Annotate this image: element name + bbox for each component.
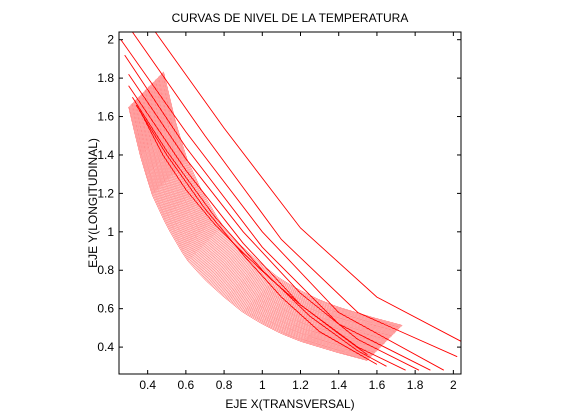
dense-contour-line xyxy=(141,93,381,348)
y-tick-label: 0.6 xyxy=(97,302,114,316)
axes-box xyxy=(118,31,462,375)
dense-contour-line xyxy=(148,86,388,341)
x-tick-label: 1.8 xyxy=(407,378,424,392)
dense-contour-line xyxy=(128,106,368,361)
dense-contour-line xyxy=(140,94,380,349)
dense-contour-line xyxy=(132,102,373,357)
y-tick-label: 0.4 xyxy=(97,340,114,354)
contour-line xyxy=(128,85,406,371)
dense-contour-line xyxy=(139,95,379,350)
dense-contour-line xyxy=(137,97,377,352)
dense-contour-line xyxy=(149,85,389,340)
dense-contour-line xyxy=(150,84,390,339)
dense-contour-line xyxy=(162,72,402,327)
x-axis-ticks: 0.4 0.6 0.8 1 1.2 1.4 1.6 1.8 2 xyxy=(139,32,457,392)
dense-contour-line xyxy=(160,74,401,328)
dense-contour-line xyxy=(152,82,392,337)
dense-contour-line xyxy=(145,89,385,344)
dense-contour-line xyxy=(144,90,384,345)
contour-line xyxy=(135,104,378,365)
y-tick-label: 1.6 xyxy=(97,110,114,124)
dense-contour-line xyxy=(138,96,378,351)
dense-contour-line xyxy=(136,99,376,353)
y-tick-label: 1.2 xyxy=(97,186,114,200)
y-tick-label: 1.4 xyxy=(97,148,114,162)
dense-contour-line xyxy=(129,106,369,361)
x-tick-label: 1 xyxy=(259,378,266,392)
dense-contour-line xyxy=(134,100,374,355)
dense-contour-line xyxy=(132,102,372,357)
dense-contour-line xyxy=(153,81,393,336)
contour-lines xyxy=(120,32,461,371)
dense-contour-line xyxy=(129,105,369,360)
contour-line xyxy=(124,54,431,371)
y-axis-ticks: 0.4 0.6 0.8 1 1.2 1.4 1.6 1.8 2 xyxy=(97,33,461,354)
dense-contour-line xyxy=(131,103,371,358)
dense-contour-line xyxy=(153,81,394,336)
y-tick-label: 1 xyxy=(107,225,114,239)
x-axis-label: EJE X(TRANSVERSAL) xyxy=(225,397,354,411)
y-axis-label: EJE Y(LONGITUDINAL) xyxy=(86,138,100,268)
x-tick-label: 1.2 xyxy=(292,378,309,392)
contour-line xyxy=(132,97,387,367)
dense-contour-line xyxy=(147,87,387,342)
x-tick-label: 2 xyxy=(450,378,457,392)
plot-area: 0.4 0.6 0.8 1 1.2 1.4 1.6 1.8 2 0.4 0.6 0.8 1 1.2 1.4… xyxy=(97,31,462,392)
x-tick-label: 0.4 xyxy=(139,378,156,392)
dense-contour-line xyxy=(130,104,370,359)
dense-contour-line xyxy=(146,88,387,343)
x-tick-label: 0.8 xyxy=(216,378,233,392)
contour-line xyxy=(120,39,445,371)
dense-contour-line xyxy=(151,83,391,338)
dense-contour-line xyxy=(143,92,383,346)
y-tick-label: 0.8 xyxy=(97,263,114,277)
dense-contour-line xyxy=(158,76,398,331)
y-tick-label: 1.8 xyxy=(97,71,114,85)
dense-contour-line xyxy=(146,88,386,343)
x-tick-label: 1.4 xyxy=(330,378,347,392)
chart-title: CURVAS DE NIVEL DE LA TEMPERATURA xyxy=(172,11,409,25)
y-tick-label: 2 xyxy=(107,33,114,47)
contour-line xyxy=(128,74,420,371)
dense-contour-line xyxy=(159,75,399,330)
x-tick-label: 0.6 xyxy=(178,378,195,392)
contour-line xyxy=(132,32,458,358)
x-tick-label: 1.6 xyxy=(369,378,386,392)
dense-contour-line xyxy=(161,73,401,328)
dense-contour-line xyxy=(133,101,373,356)
dense-contour-line xyxy=(157,77,397,332)
dense-contour-line xyxy=(135,99,375,354)
dense-contour-line xyxy=(143,91,383,346)
contour-line xyxy=(154,32,461,342)
dense-contour-line xyxy=(150,85,390,339)
